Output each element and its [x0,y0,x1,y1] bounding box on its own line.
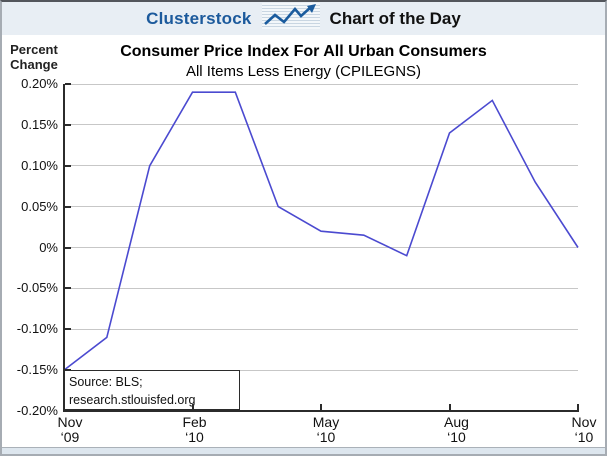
x-tick-mark [448,404,451,410]
gridline [64,124,578,126]
y-tick-mark [65,123,71,126]
y-axis-unit-line2: Change [10,57,58,72]
line-chart-icon [261,3,320,34]
y-tick-mark [65,246,71,249]
y-tick-label: 0.05% [21,198,58,214]
chart-title: Consumer Price Index For All Urban Consu… [120,43,487,60]
header-banner: Clusterstock Chart of the Day [2,2,605,35]
x-tick-label: Nov ‘10 [571,414,597,445]
plot-area: Source: BLS; research.stlouisfed.org 0.2… [17,76,597,445]
y-axis-unit-label: Percent Change [7,42,61,72]
y-tick-label: -0.05% [16,280,58,296]
gridline [64,83,578,85]
bottom-strip [2,447,605,454]
source-line2: research.stlouisfed.org [69,393,196,407]
y-axis-line [63,84,65,412]
data-line [63,91,579,371]
y-tick-label: 0% [39,239,58,255]
y-tick-label: 0.15% [21,116,58,132]
chart-subtitle: All Items Less Energy (CPILEGNS) [185,63,422,80]
header-title: Chart of the Day [329,8,461,28]
gridline [64,287,578,289]
y-tick-mark [65,83,71,85]
y-tick-label: 0.20% [21,76,58,91]
gridline [64,369,578,371]
x-tick-label: Feb ‘10 [182,414,207,445]
gridline [64,165,578,167]
y-tick-label: -0.20% [16,403,58,418]
x-axis-line [63,410,579,412]
x-tick-label: Aug ‘10 [444,414,469,445]
y-tick-mark [65,328,71,331]
y-axis-unit-line1: Percent [10,42,58,57]
gridline [64,328,578,330]
x-tick-mark [320,404,322,410]
brand-text: Clusterstock [146,8,252,28]
x-tick-mark [577,404,579,410]
y-tick-mark [65,410,71,412]
x-tick-mark [191,404,194,410]
x-tick-label: Nov ‘09 [57,414,83,445]
y-tick-mark [65,205,71,208]
y-tick-label: 0.10% [21,157,58,173]
y-tick-mark [65,287,71,290]
gridline [64,206,578,208]
x-tick-label: May ‘10 [312,414,340,445]
source-box: Source: BLS; research.stlouisfed.org [64,370,240,410]
y-tick-mark [65,369,71,372]
gridline [64,247,578,248]
y-tick-label: -0.10% [16,321,58,337]
y-tick-mark [65,164,71,167]
y-tick-label: -0.15% [16,362,58,378]
source-line1: Source: BLS; [69,375,143,389]
